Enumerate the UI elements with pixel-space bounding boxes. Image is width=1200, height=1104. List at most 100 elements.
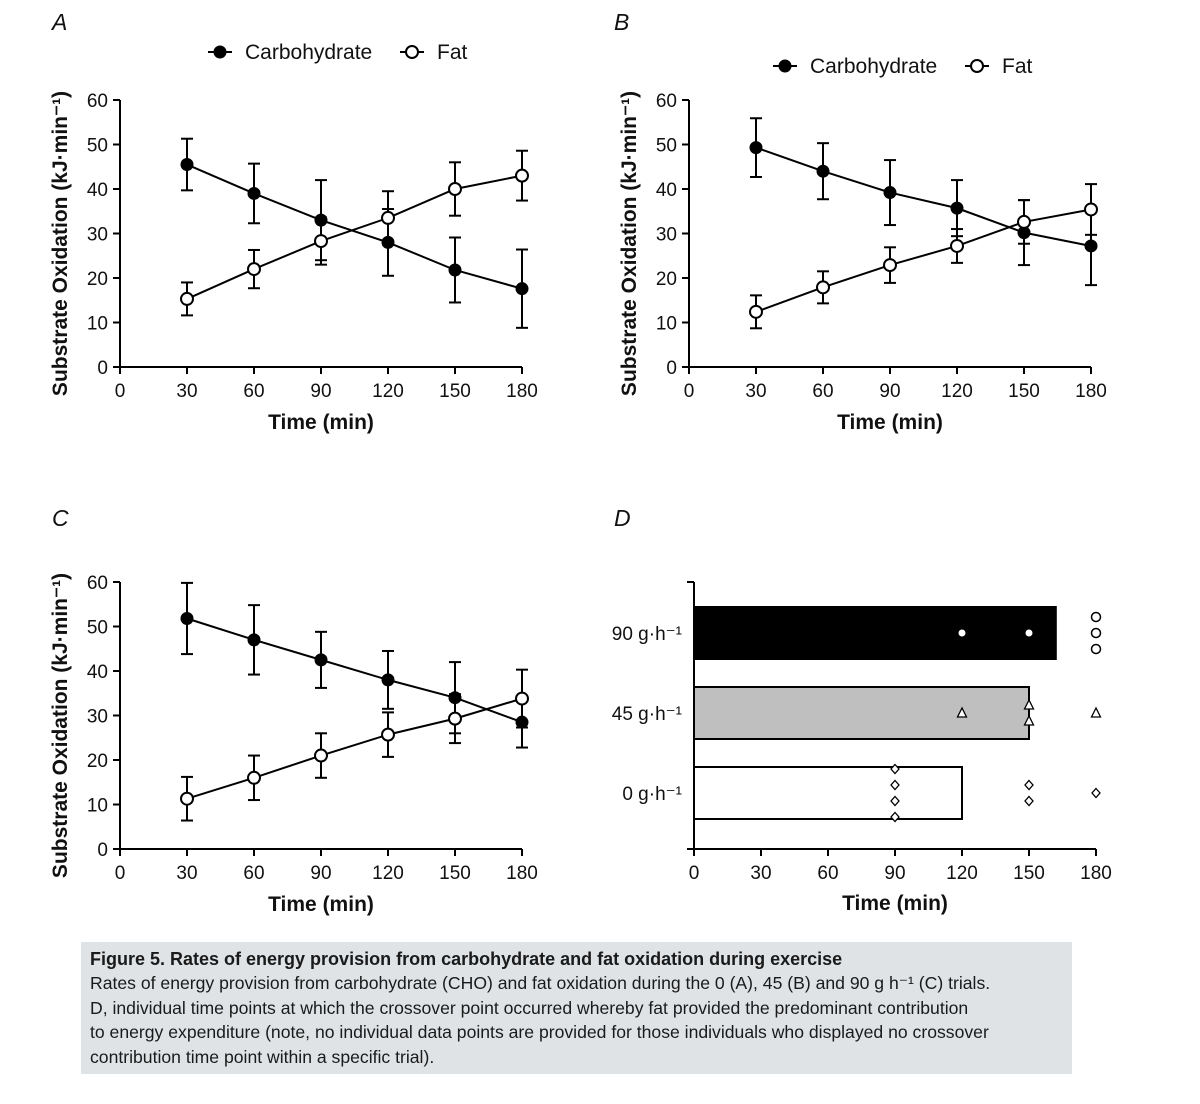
- y-tick-label: 10: [656, 314, 677, 335]
- x-tick-label: 150: [439, 381, 471, 402]
- individual-point: [1090, 611, 1102, 623]
- y-axis-title: Substrate Oxidation (kJ·min⁻¹): [49, 91, 72, 396]
- legend-carbohydrate-marker: [778, 59, 792, 73]
- y-axis-title: Substrate Oxidation (kJ·min⁻¹): [49, 573, 72, 878]
- caption-line-4: contribution time point within a specifi…: [90, 1046, 435, 1067]
- fat-line: [755, 208, 1092, 313]
- x-axis-title: Time (min): [268, 893, 374, 916]
- fat-point: [515, 168, 529, 183]
- individual-point: [1090, 627, 1102, 639]
- fat-point: [749, 304, 763, 319]
- figure-caption: Figure 5. Rates of energy provision from…: [81, 942, 1072, 1074]
- caption-line-2: D, individual time points at which the c…: [90, 997, 969, 1018]
- individual-point: [1023, 698, 1035, 710]
- x-tick-label: 0: [115, 863, 126, 884]
- panel-letter: B: [614, 9, 629, 35]
- individual-point: [1091, 787, 1101, 799]
- carbohydrate-point: [1084, 239, 1098, 253]
- carbohydrate-point: [883, 186, 897, 200]
- individual-point: [1025, 629, 1033, 637]
- category-label: 0 g·h⁻¹: [622, 784, 682, 805]
- y-tick-label: 30: [656, 225, 677, 246]
- carbohydrate-line: [186, 617, 523, 724]
- x-tick-label: 0: [689, 863, 700, 884]
- x-tick-label: 180: [506, 381, 538, 402]
- y-tick-label: 40: [87, 180, 108, 201]
- y-tick-label: 40: [656, 180, 677, 201]
- fat-point: [381, 210, 395, 225]
- fat-point: [180, 291, 194, 306]
- fat-point: [816, 280, 830, 295]
- x-tick-label: 180: [1080, 863, 1112, 884]
- x-tick-label: 120: [372, 863, 404, 884]
- carbohydrate-point: [950, 201, 964, 215]
- y-tick-label: 0: [97, 840, 108, 861]
- panel-a: A 0 10 20 30 40 50 60 0 30 60 90 120 150 180 Time (min)…: [49, 9, 538, 434]
- fat-point: [180, 791, 194, 806]
- carbohydrate-point: [381, 673, 395, 687]
- x-tick-label: 30: [745, 381, 766, 402]
- y-tick-label: 10: [87, 796, 108, 817]
- x-tick-label: 150: [1013, 863, 1045, 884]
- y-tick-label: 0: [666, 358, 677, 379]
- panel-b: B 0 10 20 30 40 50 60 0 30 60 90 120 150 180 Time (min)…: [614, 9, 1107, 434]
- individual-point: [1023, 714, 1035, 726]
- y-tick-label: 60: [656, 91, 677, 112]
- carbohydrate-line: [755, 146, 1092, 247]
- individual-point: [1090, 706, 1102, 718]
- caption-line-3: to energy expenditure (note, no individu…: [90, 1022, 989, 1043]
- x-tick-label: 120: [941, 381, 973, 402]
- fat-point: [448, 711, 462, 726]
- fat-line: [186, 697, 523, 800]
- carbohydrate-point: [180, 611, 194, 625]
- fat-point: [448, 182, 462, 196]
- x-tick-label: 120: [946, 863, 978, 884]
- individual-point: [958, 629, 966, 637]
- legend-carbohydrate-marker: [213, 45, 227, 59]
- legend-carbohydrate-label: Carbohydrate: [245, 41, 372, 64]
- y-tick-label: 20: [656, 269, 677, 290]
- individual-point: [956, 706, 968, 718]
- x-tick-label: 90: [310, 863, 331, 884]
- carbohydrate-point: [247, 186, 261, 200]
- y-tick-label: 30: [87, 707, 108, 728]
- x-tick-label: 30: [176, 381, 197, 402]
- fat-point: [950, 238, 964, 253]
- individual-point: [890, 811, 900, 823]
- panel-letter: A: [50, 9, 67, 35]
- carbohydrate-point: [314, 653, 328, 667]
- caption-line-1: Rates of energy provision from carbohydr…: [90, 973, 991, 994]
- individual-point: [1024, 779, 1034, 791]
- panel-letter: D: [614, 505, 631, 531]
- fat-point: [1017, 214, 1031, 229]
- x-tick-label: 180: [506, 863, 538, 884]
- x-tick-label: 60: [243, 863, 264, 884]
- x-tick-label: 60: [817, 863, 838, 884]
- y-axis-title: Substrate Oxidation (kJ·min⁻¹): [618, 91, 641, 396]
- fat-line: [186, 174, 523, 300]
- fat-point: [515, 691, 529, 706]
- y-tick-label: 40: [87, 662, 108, 683]
- y-tick-label: 50: [87, 618, 108, 639]
- caption-title: Figure 5. Rates of energy provision from…: [90, 949, 843, 969]
- carbohydrate-point: [448, 263, 462, 277]
- x-tick-label: 30: [176, 863, 197, 884]
- category-label: 90 g·h⁻¹: [612, 624, 682, 645]
- x-tick-label: 0: [115, 381, 126, 402]
- x-tick-label: 90: [310, 381, 331, 402]
- carbohydrate-point: [247, 633, 261, 647]
- fat-point: [247, 262, 261, 277]
- fat-point: [1084, 202, 1098, 217]
- fat-point: [314, 234, 328, 249]
- x-axis-title: Time (min): [842, 892, 948, 915]
- bar: [693, 686, 1030, 740]
- y-tick-label: 30: [87, 225, 108, 246]
- legend-fat-label: Fat: [1002, 55, 1033, 78]
- x-tick-label: 150: [439, 863, 471, 884]
- carbohydrate-point: [180, 158, 194, 172]
- y-tick-label: 0: [97, 358, 108, 379]
- legend-fat-marker: [405, 45, 419, 59]
- individual-point: [890, 795, 900, 807]
- x-axis-title: Time (min): [268, 411, 374, 434]
- bar: [693, 606, 1057, 660]
